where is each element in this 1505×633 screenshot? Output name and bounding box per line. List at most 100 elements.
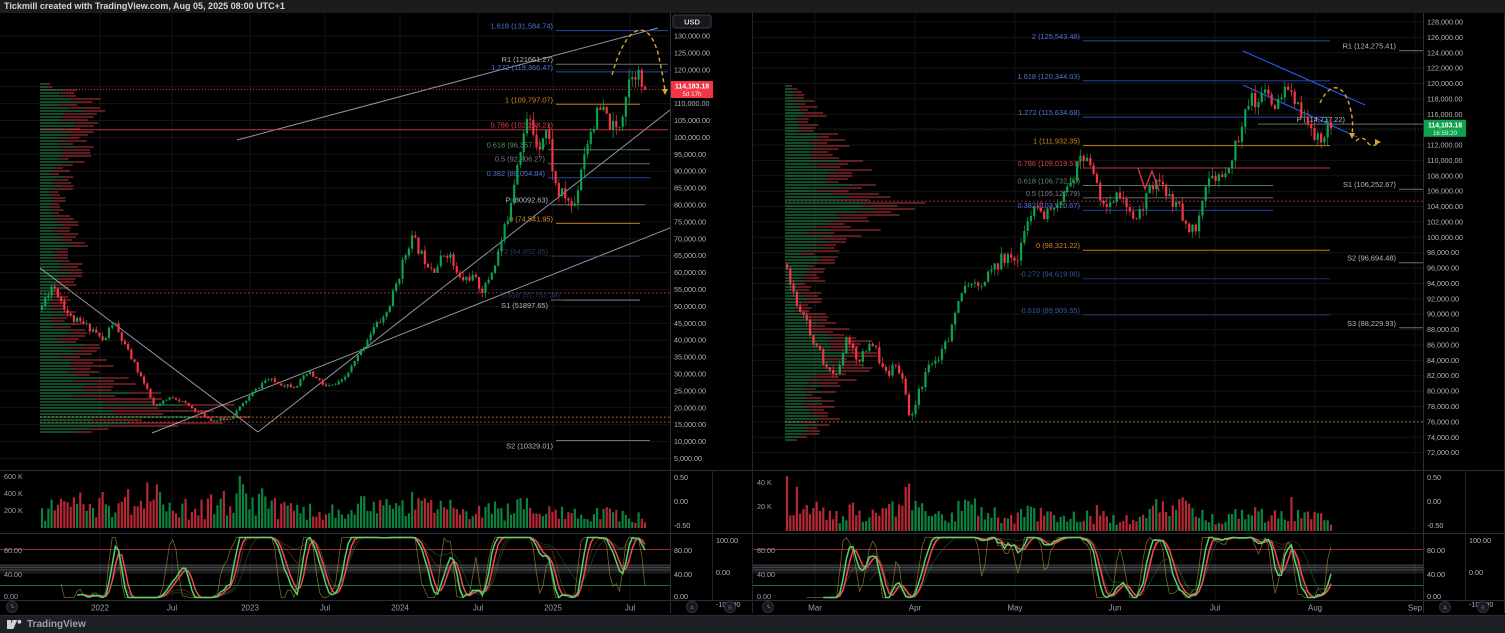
tradingview-logo-icon[interactable]	[7, 619, 22, 630]
time-tick-label: 2025	[544, 604, 562, 613]
price-tick-label: 80,000.00	[1427, 387, 1459, 396]
currency-button[interactable]: USD	[672, 14, 712, 29]
time-tick-label: May	[1007, 604, 1022, 613]
price-tick-label: 100,000.00	[1427, 233, 1463, 242]
axis-button-B[interactable]: B	[1477, 601, 1489, 613]
axis-button-A[interactable]: A	[1439, 601, 1451, 613]
plot-content: 2 (125,543.48) R1 (124,275.41) 1.618 (120,…	[753, 13, 1423, 600]
stoch-axis-label: 0.00	[1427, 592, 1441, 601]
time-tick-label: Jul	[1210, 604, 1220, 613]
stoch-axis-label: 0.00	[674, 592, 688, 601]
price-tick-label: 35,000.00	[674, 353, 706, 362]
timezone-clock-button[interactable]	[6, 601, 18, 613]
trendline	[257, 109, 670, 433]
stoch-outer-axis-label: 0.00	[1469, 568, 1483, 577]
price-tick-label: 15,000.00	[674, 420, 706, 429]
price-tick-label: 94,000.00	[1427, 279, 1459, 288]
price-tick-label: 85,000.00	[674, 184, 706, 193]
time-tick-label: Jun	[1109, 604, 1122, 613]
svg-text:A: A	[1443, 605, 1447, 611]
stoch-left-scale-label: 80.00	[4, 546, 22, 555]
price-tick-label: 92,000.00	[1427, 294, 1459, 303]
candlesticks	[785, 81, 1333, 421]
candlesticks	[40, 65, 647, 422]
price-tick-label: 90,000.00	[674, 167, 706, 176]
level-label: R1 (121661.27)	[502, 55, 553, 64]
time-axis[interactable]: Mar Apr May Jun Jul Aug Sep A B	[762, 601, 1489, 613]
volume-axis-label: -0.50	[674, 521, 690, 530]
volume-left-scale-label: 20 K	[757, 502, 772, 511]
level-label: 0.618 (106,732.90)	[1018, 177, 1080, 186]
volume-axis-label: -0.50	[1427, 521, 1443, 530]
time-tick-label: Jul	[473, 604, 483, 613]
price-tick-label: 120,000.00	[674, 65, 710, 74]
svg-text:A: A	[690, 605, 694, 611]
stoch-axis-label: 40.00	[674, 570, 692, 579]
volume-axis-label: 0.50	[674, 473, 688, 482]
price-tick-label: 95,000.00	[674, 150, 706, 159]
price-tick-label: 98,000.00	[1427, 248, 1459, 257]
level-label: P (114,717.22)	[1297, 115, 1345, 124]
time-tick-label: Jul	[625, 604, 635, 613]
level-label: R1 (124,275.41)	[1343, 42, 1396, 51]
svg-text:B: B	[728, 605, 732, 611]
level-label: 2 (125,543.48)	[1032, 32, 1080, 41]
volume-pane	[40, 475, 647, 528]
right-chart-panel[interactable]: 2 (125,543.48) R1 (124,275.41) 1.618 (120,…	[753, 13, 1505, 613]
stoch-axis-label: 40.00	[1427, 570, 1445, 579]
price-axis[interactable]: 130,000.00125,000.00120,000.00115,000.00…	[671, 14, 740, 609]
price-tick-label: 65,000.00	[674, 251, 706, 260]
price-tick-label: 120,000.00	[1427, 79, 1463, 88]
price-tick-label: 122,000.00	[1427, 64, 1463, 73]
trendline	[151, 227, 670, 434]
stoch-axis-label: 80.00	[674, 546, 692, 555]
timezone-clock-button[interactable]	[762, 601, 774, 613]
attribution-text: Tickmill created with TradingView.com, A…	[4, 1, 285, 11]
price-tick-label: 74,000.00	[1427, 433, 1459, 442]
svg-text:USD: USD	[684, 18, 700, 27]
price-tick-label: 90,000.00	[1427, 310, 1459, 319]
stoch-k-line	[823, 536, 1332, 599]
badge-price: 114,183.18	[1428, 122, 1462, 129]
price-tick-label: 30,000.00	[674, 369, 706, 378]
left-chart-panel[interactable]: 1.618 (131,584.74) R1 (121661.27)1.272 (1…	[0, 13, 753, 613]
stoch-left-scale-label: 0.00	[4, 592, 18, 601]
time-tick-label: Apr	[909, 604, 922, 613]
axis-button-B[interactable]: B	[724, 601, 736, 613]
price-tick-label: 105,000.00	[674, 116, 710, 125]
time-tick-label: Sep	[1408, 604, 1423, 613]
projection-path	[1319, 87, 1354, 135]
level-label: 1 (111,932.35)	[1033, 137, 1080, 146]
price-tick-label: 76,000.00	[1427, 417, 1459, 426]
price-tick-label: 80,000.00	[674, 200, 706, 209]
footer-bar: TradingView	[0, 615, 1505, 633]
volume-pane	[785, 476, 1333, 531]
price-axis[interactable]: 128,000.00 126,000.00 124,000.00 122,000.00…	[1424, 18, 1493, 610]
price-tick-label: 20,000.00	[674, 403, 706, 412]
price-tick-label: 126,000.00	[1427, 33, 1463, 42]
price-tick-label: 96,000.00	[1427, 264, 1459, 273]
price-tick-label: 125,000.00	[674, 48, 710, 57]
projection-path	[611, 29, 666, 92]
zigzag-annotation	[1137, 167, 1160, 192]
volume-left-scale-label: 600 K	[4, 472, 23, 481]
projection-path	[1355, 137, 1379, 147]
price-tick-label: 130,000.00	[674, 32, 710, 41]
volume-left-scale-label: 40 K	[757, 478, 772, 487]
price-tick-label: 100,000.00	[674, 133, 710, 142]
level-label: 1.618 (120,344.03)	[1018, 72, 1080, 81]
level-label: -0.272 (94,619.00)	[1019, 270, 1080, 279]
time-axis[interactable]: 2022 Jul 2023 Jul 2024 Jul 2025 Jul A B	[6, 601, 736, 613]
volume-profile	[785, 85, 926, 441]
price-tick-label: 108,000.00	[1427, 171, 1463, 180]
axis-button-A[interactable]: A	[686, 601, 698, 613]
stoch-outer-axis-label: 100.00	[716, 536, 738, 545]
level-label: 0.382 (88,054.84)	[487, 169, 545, 178]
price-tick-label: 124,000.00	[1427, 48, 1463, 57]
time-tick-label: Aug	[1308, 604, 1322, 613]
projection-arrowhead	[1349, 133, 1355, 139]
time-tick-label: Mar	[808, 604, 822, 613]
footer-brand[interactable]: TradingView	[27, 619, 86, 630]
